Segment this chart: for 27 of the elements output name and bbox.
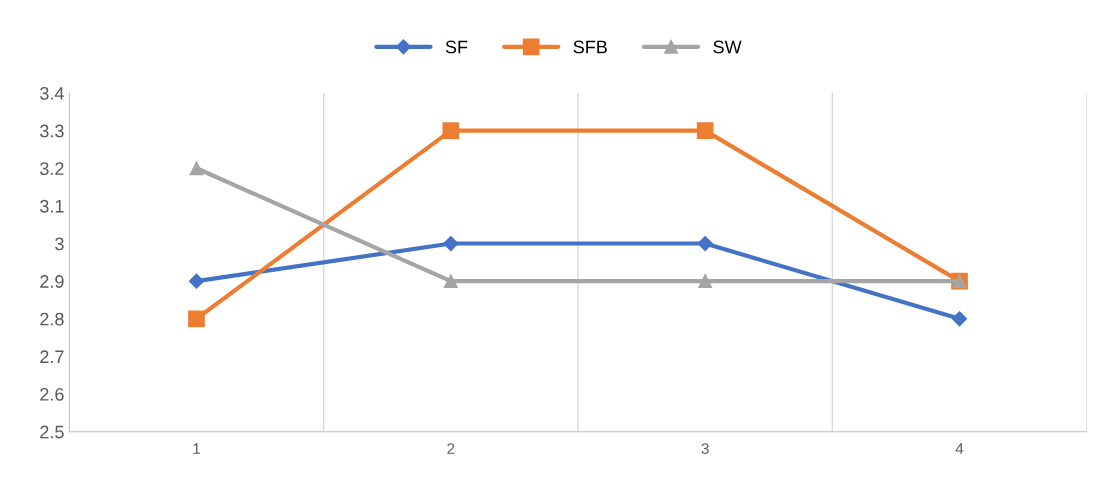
- legend-label: SF: [445, 40, 468, 54]
- x-tick-label: 3: [701, 443, 709, 455]
- y-tick-label: 2.6: [40, 387, 64, 401]
- x-tick-label: 4: [955, 443, 964, 454]
- point: [698, 274, 713, 289]
- y-tick-label: 3.1: [40, 199, 64, 213]
- y-tick-label: 3.4: [40, 86, 64, 100]
- point: [697, 235, 713, 252]
- x-tick-label: 2: [447, 443, 455, 454]
- point: [189, 161, 204, 176]
- y-tick-label: 3: [55, 237, 64, 251]
- point: [951, 311, 968, 327]
- point: [442, 122, 460, 139]
- point: [696, 122, 714, 139]
- point: [443, 235, 459, 252]
- y-tick-label: 2.8: [40, 312, 64, 326]
- point: [188, 273, 205, 289]
- y-tick-label: 2.9: [40, 275, 64, 288]
- y-tick-label: 2.5: [40, 425, 64, 439]
- point: [443, 274, 458, 289]
- x-tick-label: 1: [193, 443, 200, 454]
- legend-label: SW: [713, 40, 742, 54]
- y-tick-label: 3.3: [40, 124, 64, 138]
- point: [188, 310, 205, 328]
- y-tick-label: 2.7: [40, 350, 64, 363]
- legend-label: SFB: [573, 40, 607, 54]
- y-tick-label: 3.2: [40, 162, 64, 175]
